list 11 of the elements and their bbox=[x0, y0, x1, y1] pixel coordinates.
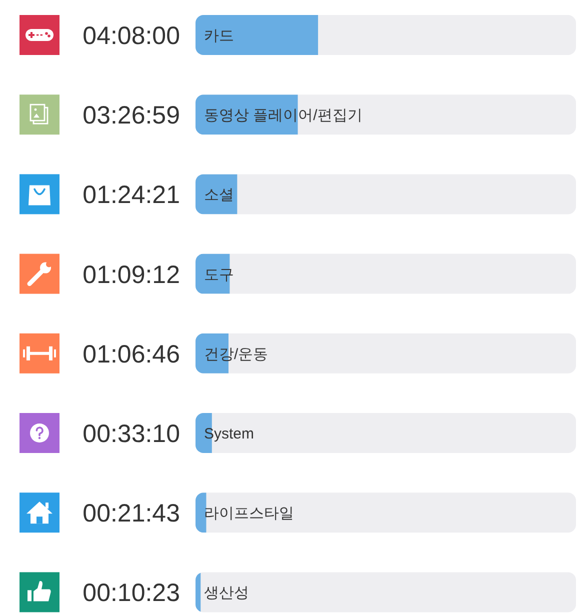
data-label: 01:06:46 bbox=[82, 340, 180, 368]
y-tick-label: 카드 bbox=[204, 28, 234, 44]
data-label: 03:26:59 bbox=[82, 102, 180, 130]
data-label: 00:33:10 bbox=[82, 420, 180, 448]
data-label: 01:24:21 bbox=[82, 181, 180, 210]
y-tick-label: 소셜 bbox=[204, 186, 234, 204]
data-label: 00:21:43 bbox=[82, 500, 180, 528]
data-label: 04:08:00 bbox=[82, 22, 180, 50]
data-label: 01:09:12 bbox=[82, 260, 180, 289]
data-label: 00:10:23 bbox=[82, 579, 180, 608]
y-tick-label: 생산성 bbox=[204, 584, 249, 602]
